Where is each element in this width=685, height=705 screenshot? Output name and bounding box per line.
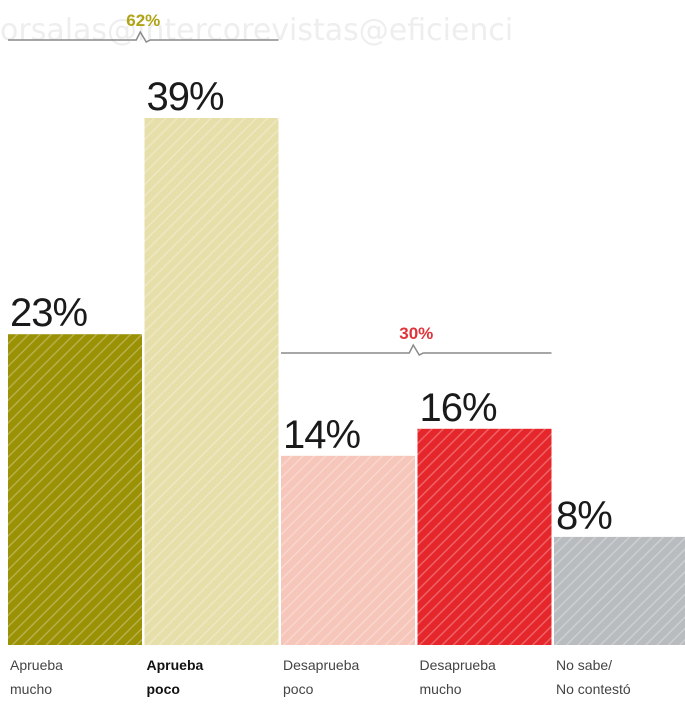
bar-hatch — [554, 536, 685, 645]
bracket-line — [8, 30, 279, 43]
bar-2 — [144, 118, 279, 645]
bar-hatch — [417, 428, 552, 645]
category-label-line2: poco — [283, 681, 314, 697]
category-label-line2: poco — [147, 681, 180, 697]
group-total-label: 62% — [126, 11, 160, 30]
category-label-line2: mucho — [10, 681, 52, 697]
group-bracket-1: 62% — [8, 11, 279, 43]
bar-hatch — [144, 118, 279, 645]
group-bracket-2: 30% — [281, 324, 552, 356]
category-label-line1: Desaprueba — [420, 657, 496, 673]
labels-layer: 23% Aprueba mucho 39% Aprueba poco 14% Desaprue… — [10, 75, 631, 697]
category-label-line1: Aprueba — [10, 657, 63, 673]
value-label: 8% — [556, 494, 612, 538]
bar-5 — [554, 536, 685, 645]
bar-hatch — [281, 455, 415, 645]
category-label-line2: No contestó — [556, 681, 631, 697]
watermark: orsalas@intercorevistas@eficienci — [0, 13, 513, 48]
group-brackets-layer: 62% 30% — [8, 11, 552, 356]
value-label: 16% — [420, 386, 497, 430]
category-label-line1: Aprueba — [147, 657, 204, 673]
category-label-line2: mucho — [420, 681, 462, 697]
category-label-line1: No sabe/ — [556, 657, 612, 673]
bar-1 — [8, 334, 142, 645]
bars-layer — [8, 118, 685, 645]
category-label-line1: Desaprueba — [283, 657, 359, 673]
value-label: 14% — [283, 413, 360, 457]
bar-3 — [281, 455, 415, 645]
bar-hatch — [8, 334, 142, 645]
group-total-label: 30% — [399, 324, 433, 343]
value-label: 39% — [147, 75, 224, 119]
value-label: 23% — [10, 291, 87, 335]
bar-4 — [417, 428, 552, 645]
bracket-line — [281, 343, 552, 356]
